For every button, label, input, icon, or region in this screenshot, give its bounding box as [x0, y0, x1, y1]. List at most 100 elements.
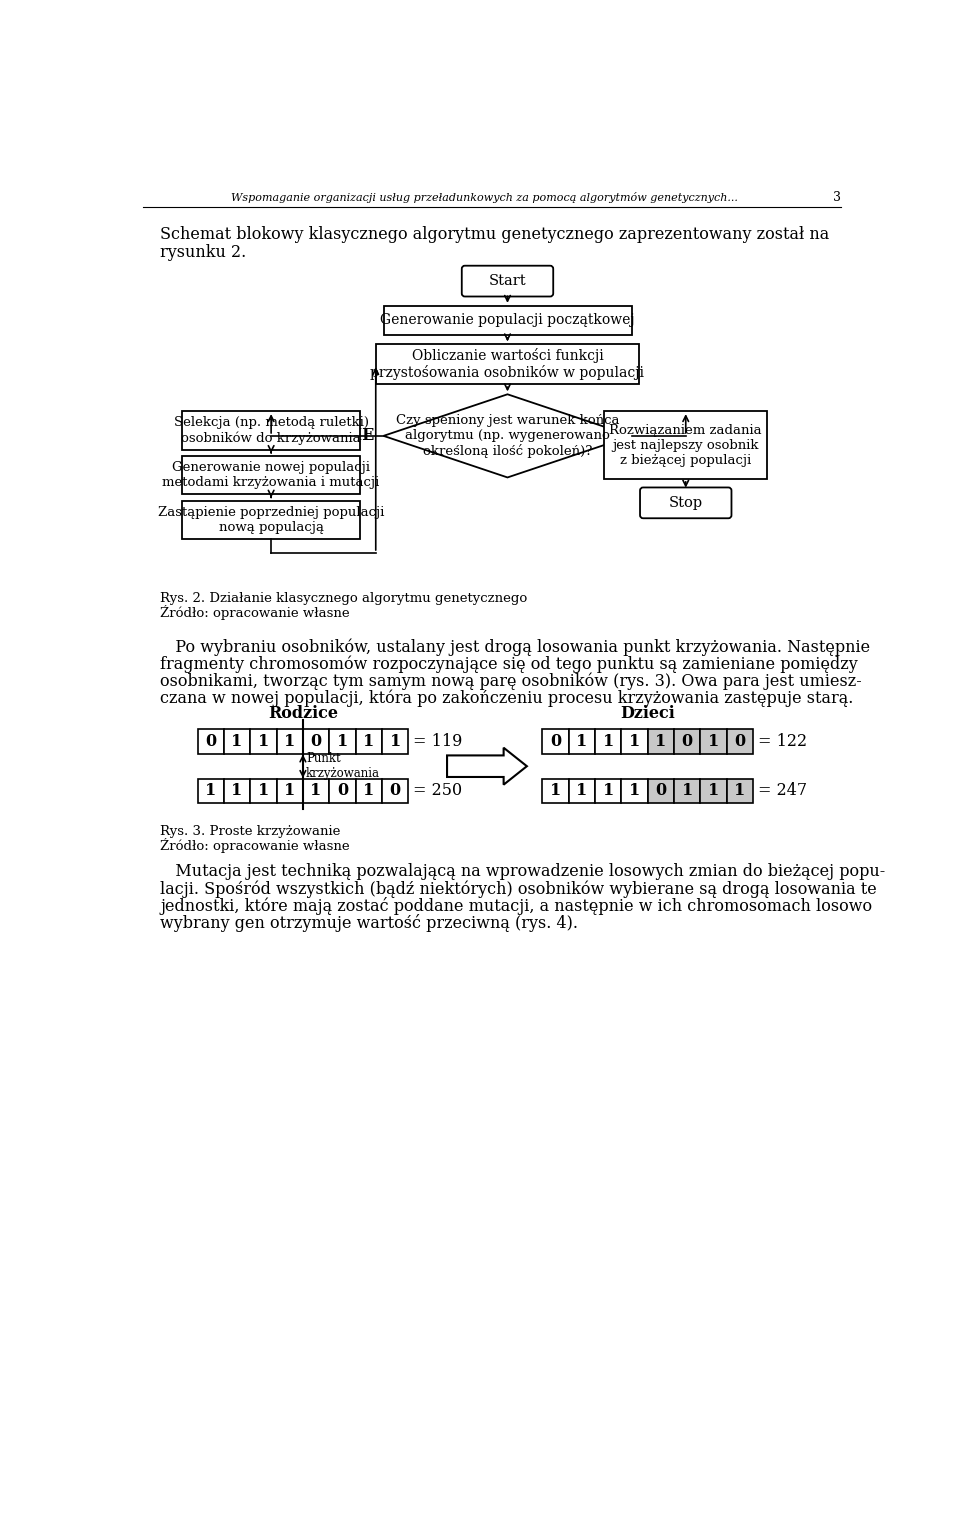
- Text: 1: 1: [603, 782, 613, 799]
- Bar: [542, 779, 568, 804]
- Bar: [382, 729, 408, 753]
- Text: = 122: = 122: [757, 733, 807, 750]
- Bar: [329, 729, 355, 753]
- Text: Rys. 2. Działanie klasycznego algorytmu genetycznego: Rys. 2. Działanie klasycznego algorytmu …: [160, 592, 528, 606]
- Text: 1: 1: [603, 733, 613, 750]
- Bar: [198, 779, 224, 804]
- Text: 1: 1: [629, 782, 640, 799]
- Text: 1: 1: [656, 733, 666, 750]
- Text: Dzieci: Dzieci: [620, 704, 675, 721]
- Text: 1: 1: [231, 782, 243, 799]
- Bar: [568, 779, 595, 804]
- Text: Rozwiązaniem zadania
jest najlepszy osobnik
z bieżącej populacji: Rozwiązaniem zadania jest najlepszy osob…: [610, 423, 762, 466]
- Text: 1: 1: [363, 782, 374, 799]
- Text: Obliczanie wartości funkcji
przystośowania osobników w populacji: Obliczanie wartości funkcji przystośowan…: [371, 348, 644, 380]
- Text: Mutacja jest techniką pozwalającą na wprowadzenie losowych zmian do bieżącej pop: Mutacja jest techniką pozwalającą na wpr…: [160, 864, 885, 881]
- Bar: [303, 729, 329, 753]
- Bar: [648, 779, 674, 804]
- Text: 0: 0: [337, 782, 348, 799]
- Text: 1: 1: [337, 733, 348, 750]
- Bar: [224, 729, 251, 753]
- Text: 1: 1: [576, 782, 588, 799]
- Bar: [329, 779, 355, 804]
- Text: fragmenty chromosomów rozpoczynające się od tego punktu są zamieniane pomiędzy: fragmenty chromosomów rozpoczynające się…: [160, 655, 858, 673]
- Bar: [355, 779, 382, 804]
- Text: 1: 1: [310, 782, 322, 799]
- FancyBboxPatch shape: [640, 488, 732, 518]
- Text: = 119: = 119: [413, 733, 463, 750]
- Text: rysunku 2.: rysunku 2.: [160, 244, 247, 261]
- Text: 0: 0: [656, 782, 666, 799]
- Text: osobnikami, tworząc tym samym nową parę osobników (rys. 3). Owa para jest umiesz: osobnikami, tworząc tym samym nową parę …: [160, 672, 862, 690]
- Bar: [568, 729, 595, 753]
- Text: 1: 1: [205, 782, 216, 799]
- Bar: [674, 779, 701, 804]
- Text: 1: 1: [576, 733, 588, 750]
- Text: Wspomaganie organizacji usług przeładunkowych za pomocą algorytmów genetycznych.: Wspomaganie organizacji usług przeładunk…: [230, 192, 737, 204]
- Text: 0: 0: [205, 733, 216, 750]
- Bar: [224, 779, 251, 804]
- Text: Schemat blokowy klasycznego algorytmu genetycznego zaprezentowany został na: Schemat blokowy klasycznego algorytmu ge…: [160, 227, 829, 244]
- Text: Zastąpienie poprzedniej populacji
nową populacją: Zastąpienie poprzedniej populacji nową p…: [158, 506, 384, 534]
- Text: lacji. Spośród wszystkich (bądź niektórych) osobników wybierane są drogą losowan: lacji. Spośród wszystkich (bądź niektóry…: [160, 881, 877, 897]
- Text: 1: 1: [257, 733, 269, 750]
- Text: TAK: TAK: [641, 428, 678, 445]
- Bar: [198, 729, 224, 753]
- FancyBboxPatch shape: [462, 265, 553, 296]
- Bar: [674, 729, 701, 753]
- Text: 1: 1: [629, 733, 640, 750]
- Text: 0: 0: [550, 733, 561, 750]
- Text: 0: 0: [310, 733, 322, 750]
- Bar: [276, 779, 303, 804]
- Text: Start: Start: [489, 275, 526, 288]
- Bar: [355, 729, 382, 753]
- Text: Źródło: opracowanie własne: Źródło: opracowanie własne: [160, 838, 350, 853]
- Bar: [182, 500, 360, 538]
- Text: 1: 1: [284, 733, 296, 750]
- Bar: [251, 729, 276, 753]
- Text: NIE: NIE: [340, 428, 374, 445]
- Text: Generowanie nowej populacji
metodami krzyżowania i mutacji: Generowanie nowej populacji metodami krz…: [162, 462, 380, 489]
- Bar: [595, 729, 621, 753]
- Text: 3: 3: [832, 192, 841, 204]
- Text: wybrany gen otrzymuje wartość przeciwną (rys. 4).: wybrany gen otrzymuje wartość przeciwną …: [160, 914, 578, 933]
- Text: Czy speniony jest warunek końca
algorytmu (np. wygenerowano
określoną ilość poko: Czy speniony jest warunek końca algorytm…: [396, 414, 619, 459]
- Text: Po wybraniu osobników, ustalany jest drogą losowania punkt krzyżowania. Następni: Po wybraniu osobników, ustalany jest dro…: [160, 638, 871, 657]
- Text: Rys. 3. Proste krzyżowanie: Rys. 3. Proste krzyżowanie: [160, 825, 341, 838]
- Text: Źródło: opracowanie własne: Źródło: opracowanie własne: [160, 606, 350, 620]
- Text: 1: 1: [550, 782, 562, 799]
- Text: 1: 1: [708, 733, 719, 750]
- Text: 1: 1: [682, 782, 693, 799]
- Bar: [251, 779, 276, 804]
- Text: 1: 1: [734, 782, 746, 799]
- Text: 1: 1: [284, 782, 296, 799]
- Bar: [605, 411, 767, 479]
- Text: 1: 1: [231, 733, 243, 750]
- Text: = 250: = 250: [413, 782, 462, 799]
- Text: 1: 1: [390, 733, 400, 750]
- Text: 0: 0: [734, 733, 746, 750]
- Text: 0: 0: [682, 733, 693, 750]
- Text: Selekcja (np. metodą ruletki)
osobników do krzyżowania: Selekcja (np. metodą ruletki) osobników …: [174, 416, 369, 445]
- Bar: [182, 411, 360, 449]
- Bar: [182, 456, 360, 494]
- Bar: [375, 344, 639, 385]
- Bar: [648, 729, 674, 753]
- Bar: [621, 779, 648, 804]
- Polygon shape: [383, 394, 632, 477]
- Bar: [382, 779, 408, 804]
- Polygon shape: [447, 747, 527, 785]
- Text: 0: 0: [390, 782, 400, 799]
- Bar: [595, 779, 621, 804]
- Text: 1: 1: [708, 782, 719, 799]
- Bar: [383, 305, 632, 334]
- Text: 1: 1: [363, 733, 374, 750]
- Bar: [701, 729, 727, 753]
- Text: 1: 1: [257, 782, 269, 799]
- Bar: [276, 729, 303, 753]
- Text: czana w nowej populacji, która po zakończeniu procesu krzyżowania zastępuje star: czana w nowej populacji, która po zakońc…: [160, 689, 853, 707]
- Bar: [701, 779, 727, 804]
- Text: Stop: Stop: [669, 495, 703, 509]
- Text: Rodzice: Rodzice: [268, 704, 338, 721]
- Text: jednostki, które mają zostać poddane mutacji, a następnie w ich chromosomach los: jednostki, które mają zostać poddane mut…: [160, 897, 873, 916]
